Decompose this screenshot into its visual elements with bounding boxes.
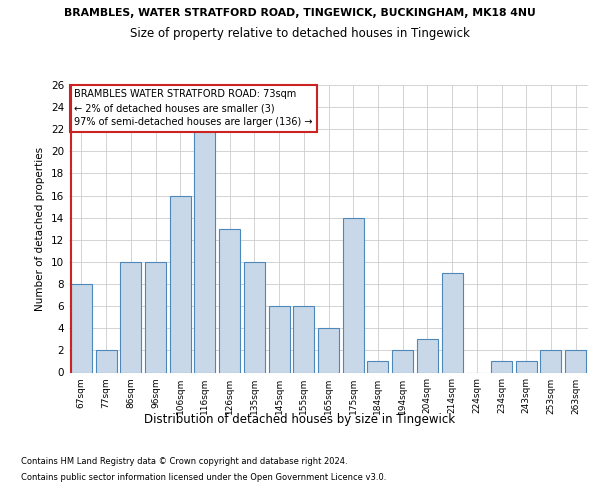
Bar (170, 196, 191, 372)
Bar (194, 129, 215, 372)
Bar (145, 262, 166, 372)
Bar (269, 306, 290, 372)
Bar (491, 362, 512, 372)
Bar (565, 350, 586, 372)
Bar (516, 362, 537, 372)
Text: BRAMBLES WATER STRATFORD ROAD: 73sqm
← 2% of detached houses are smaller (3)
97%: BRAMBLES WATER STRATFORD ROAD: 73sqm ← 2… (74, 90, 313, 128)
Text: BRAMBLES, WATER STRATFORD ROAD, TINGEWICK, BUCKINGHAM, MK18 4NU: BRAMBLES, WATER STRATFORD ROAD, TINGEWIC… (64, 8, 536, 18)
Bar (318, 328, 339, 372)
Y-axis label: Number of detached properties: Number of detached properties (35, 146, 46, 311)
Text: Size of property relative to detached houses in Tingewick: Size of property relative to detached ho… (130, 28, 470, 40)
Bar (244, 262, 265, 372)
Bar (417, 340, 438, 372)
Bar (367, 362, 388, 372)
Bar (219, 229, 240, 372)
Bar (293, 306, 314, 372)
Bar (343, 218, 364, 372)
Bar (120, 262, 141, 372)
Text: Contains public sector information licensed under the Open Government Licence v3: Contains public sector information licen… (21, 472, 386, 482)
Bar (71, 284, 92, 372)
Bar (392, 350, 413, 372)
Bar (541, 350, 562, 372)
Bar (442, 273, 463, 372)
Text: Distribution of detached houses by size in Tingewick: Distribution of detached houses by size … (145, 412, 455, 426)
Bar (95, 350, 116, 372)
Text: Contains HM Land Registry data © Crown copyright and database right 2024.: Contains HM Land Registry data © Crown c… (21, 458, 347, 466)
